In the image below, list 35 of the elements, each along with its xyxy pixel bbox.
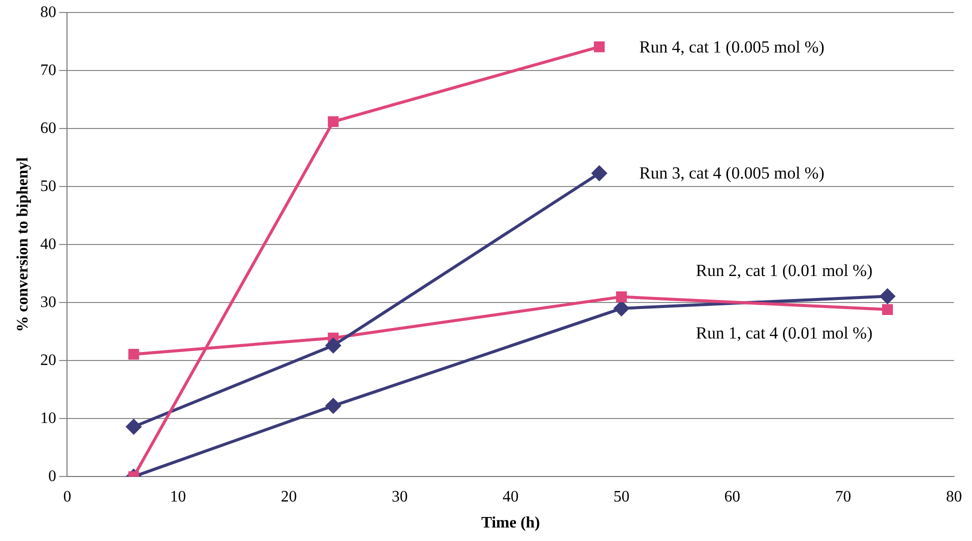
y-tick-label: 70: [40, 62, 56, 79]
y-tick-label: 10: [40, 410, 56, 427]
x-tick-label: 10: [170, 488, 186, 506]
x-tick-label: 40: [502, 488, 519, 506]
y-tick-label: 0: [48, 468, 56, 485]
x-tick-label: 70: [835, 488, 852, 506]
point: [880, 288, 895, 304]
y-tick-label: 60: [40, 120, 56, 137]
y-tick-label: 20: [40, 352, 56, 369]
text: Run 4, cat 1 (0.005 mol %): [639, 37, 824, 56]
x-tick-label: 0: [63, 488, 72, 506]
point: [882, 304, 893, 315]
y-tick-label: 30: [40, 294, 56, 311]
y-tick-label: 40: [40, 236, 56, 253]
y-tick-label: 80: [40, 4, 56, 21]
point: [328, 116, 339, 128]
series-label: Run 2, cat 1 (0.01 mol %): [696, 261, 872, 280]
point: [326, 338, 341, 354]
point: [126, 419, 142, 434]
x-tick-label: 30: [392, 488, 408, 506]
series-label: Run 1, cat 4 (0.01 mol %): [696, 324, 872, 343]
point: [592, 166, 607, 181]
x-axis-title: Time (h): [481, 514, 540, 532]
point: [616, 291, 627, 302]
x-tick-label: 50: [613, 488, 630, 506]
text: Run 3, cat 4 (0.005 mol %): [639, 164, 824, 183]
point: [326, 398, 341, 414]
point: [594, 41, 605, 52]
point: [128, 348, 140, 360]
y-axis-title: % conversion to biphenyl: [14, 156, 32, 332]
y-tick-label: 50: [40, 178, 56, 195]
x-tick-label: 20: [280, 488, 297, 506]
point: [614, 300, 629, 316]
x-tick-label: 60: [724, 488, 740, 506]
x-tick-label: 80: [946, 488, 962, 506]
